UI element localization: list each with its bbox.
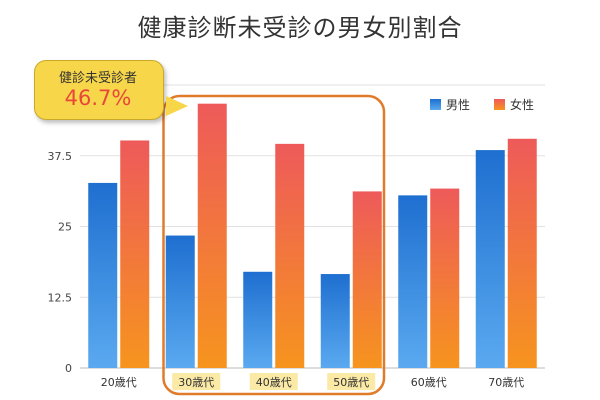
y-tick-label: 37.5 (48, 150, 73, 163)
bar-female-20歳代 (120, 140, 150, 368)
y-tick-label: 12.5 (48, 291, 73, 304)
legend-label: 男性 (446, 98, 470, 112)
bar-male-60歳代 (398, 195, 428, 368)
bar-female-30歳代 (197, 103, 227, 368)
legend-swatch (494, 99, 505, 110)
x-tick-label: 70歳代 (488, 376, 524, 389)
callout-label: 健診未受診者 (58, 71, 137, 86)
bar-female-50歳代 (352, 191, 382, 368)
x-tick-label: 60歳代 (411, 376, 447, 389)
bar-female-40歳代 (275, 143, 305, 368)
bar-female-60歳代 (430, 188, 460, 368)
legend-swatch (430, 99, 441, 110)
category-label-highlight (327, 373, 376, 390)
y-tick-label: 0 (65, 362, 72, 375)
bar-male-30歳代 (165, 235, 195, 368)
bar-male-70歳代 (475, 150, 505, 368)
highlight-layer (162, 94, 386, 396)
callout-value: 46.7% (64, 86, 132, 110)
legend: 男性 女性 (430, 97, 534, 112)
bar-male-50歳代 (320, 274, 350, 368)
bar-layer (88, 103, 537, 368)
callout-pointer (166, 96, 188, 116)
bar-male-20歳代 (88, 182, 118, 368)
bar-female-70歳代 (507, 138, 537, 368)
y-tick-label: 25 (58, 221, 72, 234)
category-label-highlight (172, 373, 221, 390)
category-label-highlight (249, 373, 298, 390)
callout-box (34, 60, 164, 120)
x-tick-label: 40歳代 (256, 376, 292, 389)
callout-badge: 健診未受診者 46.7% (34, 60, 188, 120)
bar-male-40歳代 (243, 271, 273, 368)
tick-layer: 0 12.5 25 37.5 20歳代 30歳代 40歳代 50歳代 60歳代 70歳代 (48, 150, 524, 390)
chart-title: 健康診断未受診の男女別割合 (137, 14, 463, 42)
legend-label: 女性 (510, 97, 534, 112)
highlight-frame (162, 94, 386, 396)
x-tick-label: 30歳代 (178, 376, 214, 389)
grid-layer (80, 84, 545, 369)
x-tick-label: 20歳代 (101, 376, 137, 389)
x-tick-label: 50歳代 (333, 376, 369, 389)
